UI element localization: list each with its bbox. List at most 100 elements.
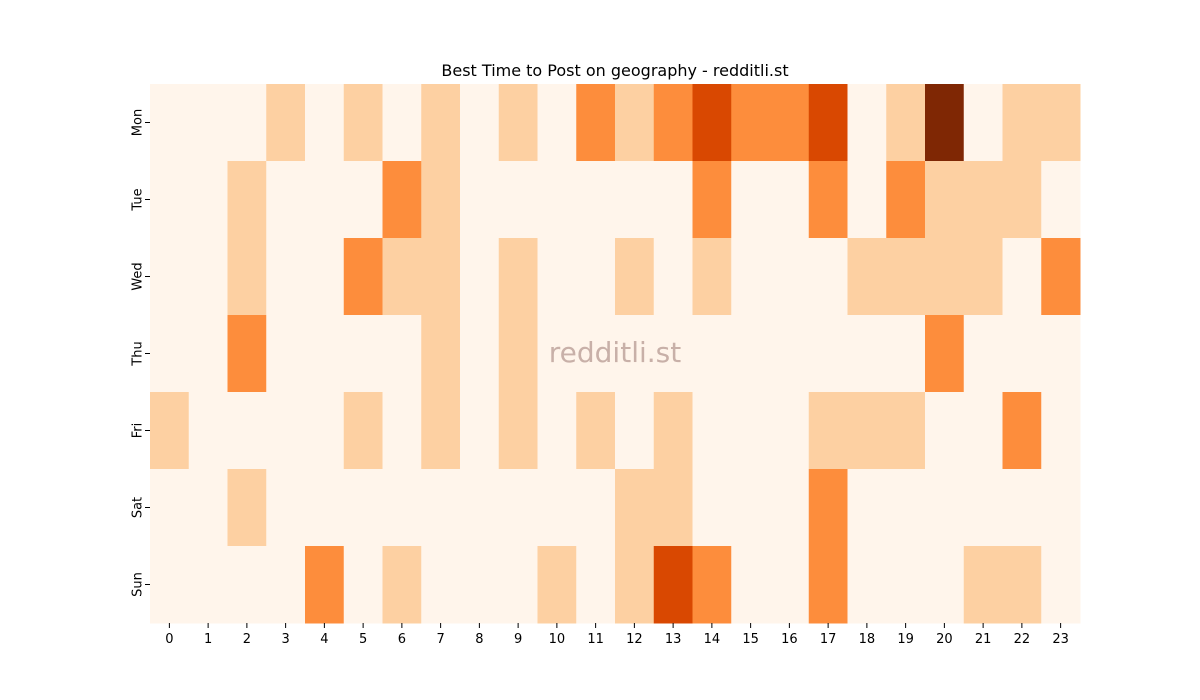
heatmap-cell-thu-13 — [653, 315, 693, 393]
x-tick-label: 5 — [359, 632, 367, 647]
heatmap-cell-sat-18 — [847, 469, 887, 547]
heatmap-cell-tue-23 — [1041, 161, 1081, 239]
x-tick-label: 12 — [626, 632, 643, 647]
heatmap-cell-thu-2 — [227, 315, 267, 393]
heatmap-cell-sun-7 — [421, 546, 461, 624]
heatmap-cell-sat-1 — [188, 469, 228, 547]
heatmap-cell-sun-2 — [227, 546, 267, 624]
x-tick-label: 23 — [1052, 632, 1069, 647]
x-tick-label: 21 — [975, 632, 992, 647]
heatmap-cell-fri-21 — [963, 392, 1003, 470]
heatmap-cell-sun-19 — [886, 546, 926, 624]
heatmap-cell-sat-6 — [382, 469, 422, 547]
heatmap-cell-thu-18 — [847, 315, 887, 393]
heatmap-cell-thu-17 — [808, 315, 848, 393]
heatmap-cell-sun-16 — [770, 546, 810, 624]
heatmap-cell-sun-8 — [460, 546, 500, 624]
heatmap-cell-sun-1 — [188, 546, 228, 624]
heatmap-cell-wed-22 — [1002, 238, 1042, 316]
heatmap-cell-mon-12 — [615, 84, 655, 162]
heatmap-cell-wed-16 — [770, 238, 810, 316]
heatmap-cell-fri-5 — [343, 392, 383, 470]
heatmap-cell-wed-9 — [498, 238, 538, 316]
heatmap-cell-mon-16 — [770, 84, 810, 162]
heatmap-cell-wed-23 — [1041, 238, 1081, 316]
heatmap-cell-wed-8 — [460, 238, 500, 316]
x-axis: 0 1 2 3 4 5 6 7 8 9 10 11 12 13 14 15 16 17 18 19 20 21 22 23 — [165, 623, 1069, 647]
heatmap-cell-tue-9 — [498, 161, 538, 239]
x-tick-label: 22 — [1014, 632, 1031, 647]
heatmap-cell-sun-0 — [150, 546, 190, 624]
heatmap-cell-fri-14 — [692, 392, 732, 470]
y-axis: Mon Tue Wed Thu Fri Sat Sun — [131, 109, 150, 597]
heatmap-cell-fri-10 — [537, 392, 577, 470]
heatmap-cell-tue-0 — [150, 161, 190, 239]
heatmap-cell-tue-4 — [305, 161, 345, 239]
heatmap-cell-sun-17 — [808, 546, 848, 624]
heatmap-cell-fri-7 — [421, 392, 461, 470]
heatmap-cell-wed-15 — [731, 238, 771, 316]
x-tick-label: 17 — [820, 632, 837, 647]
heatmap-cell-fri-23 — [1041, 392, 1081, 470]
heatmap-cell-sat-20 — [925, 469, 965, 547]
heatmap-cell-sat-10 — [537, 469, 577, 547]
heatmap-cell-sun-4 — [305, 546, 345, 624]
heatmap-cell-tue-5 — [343, 161, 383, 239]
heatmap-cell-thu-21 — [963, 315, 1003, 393]
heatmap-cell-tue-1 — [188, 161, 228, 239]
heatmap-cell-sat-23 — [1041, 469, 1081, 547]
heatmap-cell-mon-0 — [150, 84, 190, 162]
heatmap-cell-thu-20 — [925, 315, 965, 393]
x-tick-label: 14 — [704, 632, 721, 647]
heatmap-cell-sat-19 — [886, 469, 926, 547]
heatmap-cell-mon-2 — [227, 84, 267, 162]
heatmap-cell-fri-22 — [1002, 392, 1042, 470]
heatmap-cell-thu-1 — [188, 315, 228, 393]
heatmap-cell-wed-4 — [305, 238, 345, 316]
heatmap-cell-fri-4 — [305, 392, 345, 470]
heatmap-cell-thu-10 — [537, 315, 577, 393]
heatmap-cell-fri-6 — [382, 392, 422, 470]
heatmap-cell-sat-13 — [653, 469, 693, 547]
heatmap-cell-fri-3 — [266, 392, 306, 470]
heatmap-cell-tue-18 — [847, 161, 887, 239]
heatmap-cell-tue-6 — [382, 161, 422, 239]
y-tick-label: Wed — [131, 262, 146, 290]
heatmap-cell-tue-14 — [692, 161, 732, 239]
heatmap-cell-mon-23 — [1041, 84, 1081, 162]
heatmap-cell-sat-5 — [343, 469, 383, 547]
heatmap-cell-tue-7 — [421, 161, 461, 239]
heatmap-cell-tue-22 — [1002, 161, 1042, 239]
heatmap-cell-sat-8 — [460, 469, 500, 547]
heatmap-cell-wed-1 — [188, 238, 228, 316]
heatmap-cell-wed-17 — [808, 238, 848, 316]
heatmap-cell-sat-0 — [150, 469, 190, 547]
x-tick-label: 11 — [587, 632, 604, 647]
heatmap-cell-tue-21 — [963, 161, 1003, 239]
heatmap-cell-sun-3 — [266, 546, 306, 624]
heatmap-cell-tue-20 — [925, 161, 965, 239]
x-tick-label: 4 — [320, 632, 328, 647]
heatmap-cell-fri-16 — [770, 392, 810, 470]
heatmap-cell-mon-8 — [460, 84, 500, 162]
heatmap-cell-tue-8 — [460, 161, 500, 239]
heatmap-cell-fri-15 — [731, 392, 771, 470]
heatmap-cell-mon-14 — [692, 84, 732, 162]
heatmap-cell-wed-10 — [537, 238, 577, 316]
heatmap-cell-sun-20 — [925, 546, 965, 624]
heatmap-cell-sun-9 — [498, 546, 538, 624]
heatmap-cell-wed-5 — [343, 238, 383, 316]
y-tick-label: Tue — [131, 188, 146, 211]
heatmap-cell-mon-7 — [421, 84, 461, 162]
heatmap-cell-sun-23 — [1041, 546, 1081, 624]
heatmap-cell-tue-16 — [770, 161, 810, 239]
heatmap-cell-sat-3 — [266, 469, 306, 547]
heatmap-cell-sun-21 — [963, 546, 1003, 624]
heatmap-cell-tue-12 — [615, 161, 655, 239]
heatmap-cell-mon-18 — [847, 84, 887, 162]
heatmap-cell-mon-9 — [498, 84, 538, 162]
heatmap-cell-fri-20 — [925, 392, 965, 470]
x-tick-label: 18 — [859, 632, 876, 647]
heatmap-cell-tue-19 — [886, 161, 926, 239]
x-tick-label: 2 — [243, 632, 251, 647]
